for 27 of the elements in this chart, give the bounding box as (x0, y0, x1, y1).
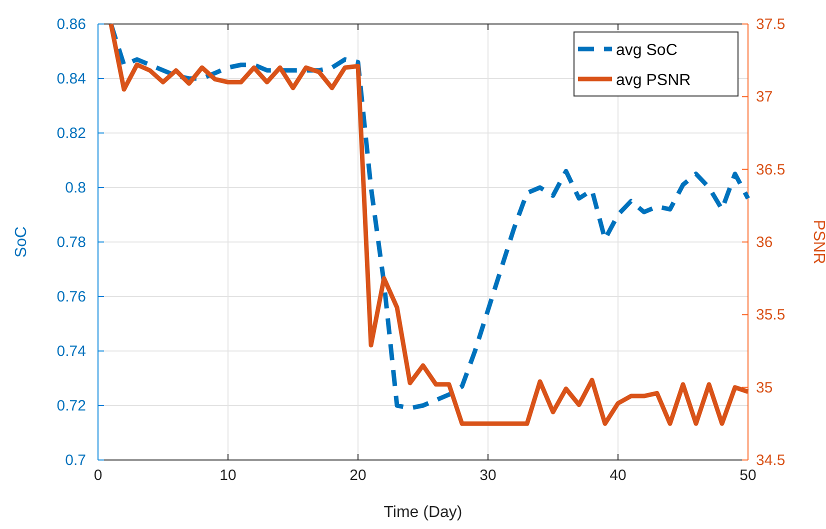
y2-tick-label: 35.5 (756, 306, 786, 324)
y2-axis-title: PSNR (810, 220, 826, 264)
x-tick-label: 20 (350, 467, 366, 484)
y2-tick-label: 36 (756, 234, 773, 251)
x-tick-label: 40 (610, 467, 626, 484)
y-tick-label: 0.74 (56, 343, 86, 360)
y2-tick-label: 35 (756, 379, 773, 396)
x-tick-label: 30 (480, 467, 496, 484)
y-tick-label: 0.76 (56, 288, 86, 306)
y-tick-label: 0.8 (65, 180, 86, 196)
x-tick-label: 0 (94, 467, 102, 484)
y-tick-label: 0.7 (65, 452, 86, 469)
y-tick-label: 0.84 (56, 70, 86, 88)
x-axis-title: Time (Day) (384, 504, 462, 521)
y-tick-label: 0.82 (56, 125, 86, 142)
x-tick-label: 50 (740, 467, 756, 484)
legend-label: avg SoC (616, 42, 678, 59)
y2-tick-label: 37 (756, 88, 773, 106)
x-tick-label: 10 (220, 467, 236, 484)
legend-label: avg PSNR (616, 72, 691, 89)
y-tick-label: 0.72 (56, 398, 86, 414)
y2-tick-label: 37.5 (756, 16, 786, 33)
y-tick-label: 0.78 (56, 234, 86, 251)
y-axis-title: SoC (13, 226, 30, 258)
y2-tick-label: 36.5 (756, 161, 786, 178)
y2-tick-label: 34.5 (756, 452, 786, 469)
y-tick-label: 0.86 (56, 16, 86, 33)
